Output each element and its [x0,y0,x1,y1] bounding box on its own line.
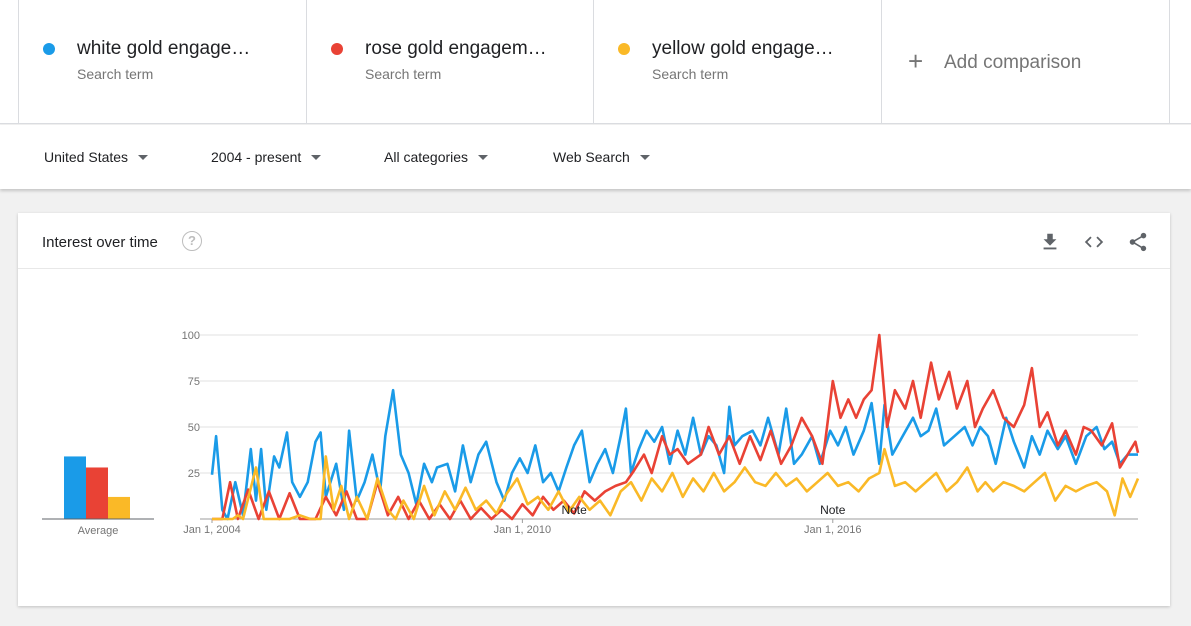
x-tick-label: Jan 1, 2010 [494,524,552,536]
comparison-header: white gold engage… Search term rose gold… [0,0,1191,124]
category-dropdown[interactable]: All categories [384,149,489,165]
search-term-1[interactable]: white gold engage… Search term [18,0,307,124]
time-range-dropdown[interactable]: 2004 - present [211,149,322,165]
average-bar [108,496,130,519]
y-tick-label: 75 [188,376,200,388]
average-bar [64,456,86,519]
search-term-2[interactable]: rose gold engagem… Search term [307,0,594,124]
average-bars [42,456,154,520]
chart-note: Note [561,503,587,517]
time-range-value: 2004 - present [211,149,302,165]
plus-icon: + [908,46,924,76]
search-type-dropdown[interactable]: Web Search [553,149,650,165]
y-tick-label: 100 [182,330,200,342]
add-comparison-label: Add comparison [944,52,1082,73]
search-type-value: Web Search [553,149,630,165]
card-title: Interest over time [42,234,158,251]
chart-series[interactable] [210,333,1140,521]
add-comparison-button[interactable]: + Add comparison [882,0,1170,124]
filter-bar: United States 2004 - present All categor… [0,125,1191,189]
chart-labels: 100 75 50 25 Jan 1, 2004 Jan 1, 2010 Jan 1, 20… [78,330,862,537]
y-tick-label: 50 [188,422,200,434]
x-tick-label: Jan 1, 2016 [804,524,862,536]
download-icon[interactable] [1039,231,1061,253]
search-term-name[interactable]: white gold engage… [77,38,251,59]
search-term-type: Search term [365,66,442,82]
category-value: All categories [384,149,469,165]
embed-code-icon[interactable] [1083,231,1105,253]
card-header: Interest over time ? [18,213,1170,269]
region-dropdown[interactable]: United States [44,149,149,165]
y-tick-label: 25 [188,468,200,480]
caret-down-icon [478,154,489,160]
search-term-type: Search term [77,66,154,82]
series-line[interactable] [212,447,1140,521]
x-tick-label: Jan 1, 2004 [183,524,241,536]
interest-over-time-card: Interest over time ? 100 75 50 25 Jan 1, 200… [18,213,1170,606]
search-term-name[interactable]: rose gold engagem… [365,38,547,59]
series-color-dot [331,43,343,55]
caret-down-icon [639,154,650,160]
search-term-name[interactable]: yellow gold engage… [652,38,834,59]
question-circle-icon[interactable]: ? [182,231,202,251]
series-color-dot [618,43,630,55]
caret-down-icon [138,154,149,160]
search-term-type: Search term [652,66,729,82]
caret-down-icon [311,154,322,160]
share-icon[interactable] [1127,231,1149,253]
interest-chart: 100 75 50 25 Jan 1, 2004 Jan 1, 2010 Jan 1, 20… [42,330,1140,537]
chart-note: Note [820,503,846,517]
search-term-3[interactable]: yellow gold engage… Search term [594,0,882,124]
average-label: Average [78,525,119,537]
average-bar [86,467,108,519]
region-value: United States [44,149,129,165]
series-color-dot [43,43,55,55]
